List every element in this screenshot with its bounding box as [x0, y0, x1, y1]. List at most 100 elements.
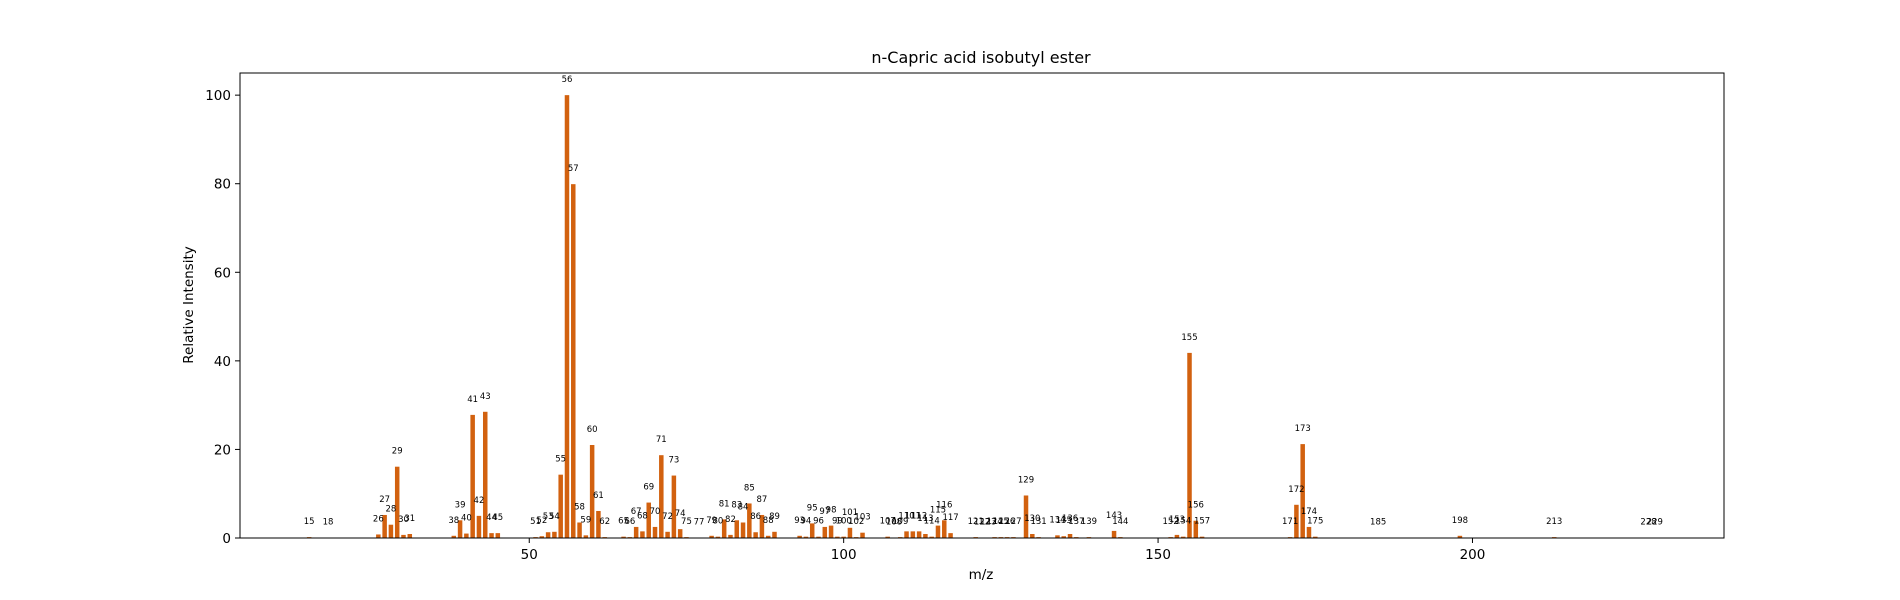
bar-mz-93	[797, 535, 802, 538]
bar-label-mz-43: 43	[480, 392, 491, 402]
x-tick-label-150: 150	[1145, 547, 1171, 563]
plot-area-frame	[239, 72, 1725, 539]
bar-mz-134	[1055, 535, 1060, 538]
bar-label-mz-80: 80	[712, 517, 723, 527]
bar-mz-175	[1313, 536, 1318, 538]
bar-label-mz-59: 59	[580, 515, 591, 525]
bar-mz-82	[728, 534, 733, 538]
bar-mz-43	[482, 411, 488, 538]
bar-mz-39	[457, 520, 463, 538]
bar-label-mz-88: 88	[763, 516, 774, 526]
bar-label-mz-95: 95	[807, 503, 818, 513]
bar-label-mz-27: 27	[379, 495, 390, 505]
bar-label-mz-172: 172	[1288, 485, 1304, 495]
bar-mz-84	[740, 522, 746, 538]
bar-label-mz-228: 228	[1640, 518, 1656, 528]
bar-label-mz-79: 79	[706, 516, 717, 526]
x-tick-label-100: 100	[831, 547, 857, 563]
bar-label-mz-75: 75	[681, 517, 692, 527]
bar-label-mz-82: 82	[725, 515, 736, 525]
bar-label-mz-56: 56	[562, 75, 573, 85]
bar-mz-113	[923, 534, 928, 538]
bar-label-mz-73: 73	[668, 456, 679, 466]
bar-label-mz-116: 116	[936, 500, 952, 510]
bar-label-mz-198: 198	[1452, 516, 1468, 526]
bar-label-mz-28: 28	[386, 505, 397, 515]
bar-mz-153	[1174, 534, 1180, 538]
bar-label-mz-68: 68	[637, 511, 648, 521]
bar-mz-71	[659, 455, 664, 538]
bar-label-mz-54: 54	[549, 512, 560, 522]
bar-label-mz-40: 40	[461, 514, 472, 524]
bar-label-mz-61: 61	[593, 491, 604, 501]
bar-label-mz-67: 67	[631, 507, 642, 517]
bar-label-mz-117: 117	[942, 513, 958, 523]
bar-label-mz-213: 213	[1546, 517, 1562, 527]
bar-mz-110	[904, 531, 909, 538]
bar-label-mz-87: 87	[757, 495, 768, 505]
bar-label-mz-229: 229	[1647, 518, 1663, 528]
bar-mz-70	[652, 526, 658, 538]
bar-mz-60	[589, 445, 595, 538]
bar-label-mz-84: 84	[738, 503, 749, 513]
bar-label-mz-121: 121	[968, 517, 984, 527]
bar-label-mz-85: 85	[744, 483, 755, 493]
bar-mz-112	[916, 531, 922, 538]
bar-mz-114	[929, 536, 934, 538]
bar-mz-59	[583, 535, 589, 538]
bar-label-mz-60: 60	[587, 425, 598, 435]
bar-mz-174	[1306, 526, 1312, 538]
bar-label-mz-155: 155	[1181, 333, 1197, 343]
bar-label-mz-74: 74	[675, 509, 686, 519]
bar-mz-52	[539, 536, 545, 538]
y-tick-label-40: 40	[214, 354, 231, 370]
bar-label-mz-29: 29	[392, 447, 403, 457]
bar-mz-67	[633, 526, 639, 538]
bar-mz-87	[759, 514, 765, 538]
bar-mz-79	[709, 535, 714, 538]
bar-mz-74	[677, 529, 683, 538]
bar-mz-73	[671, 475, 677, 538]
bar-label-mz-52: 52	[536, 516, 547, 526]
bar-label-mz-125: 125	[993, 517, 1009, 527]
bar-mz-29	[394, 466, 400, 538]
bar-label-mz-135: 135	[1056, 516, 1072, 526]
bar-label-mz-18: 18	[323, 518, 334, 528]
bar-mz-69	[646, 502, 651, 538]
bar-label-mz-99: 99	[832, 517, 843, 527]
bar-label-mz-98: 98	[826, 506, 837, 516]
bar-mz-116	[942, 520, 947, 538]
bar-label-mz-154: 154	[1175, 517, 1191, 527]
y-axis-ticks: 0 20 40 60 80 100	[205, 88, 240, 547]
bar-mz-81	[721, 519, 727, 538]
bar-label-mz-26: 26	[373, 514, 384, 524]
bar-label-mz-122: 122	[974, 518, 990, 528]
bar-label-mz-103: 103	[854, 513, 870, 523]
bar-label-mz-139: 139	[1081, 517, 1097, 527]
bar-mz-58	[577, 522, 582, 538]
bar-mz-143	[1111, 530, 1117, 538]
bar-label-mz-39: 39	[455, 500, 466, 510]
bar-label-mz-126: 126	[999, 517, 1015, 527]
bar-label-mz-185: 185	[1370, 518, 1386, 528]
bar-mz-157	[1199, 536, 1205, 538]
y-tick-label-80: 80	[214, 177, 231, 193]
bar-label-mz-137: 137	[1068, 517, 1084, 527]
bar-mz-68	[640, 531, 645, 538]
bar-mz-28	[388, 524, 394, 538]
bar-label-mz-114: 114	[924, 517, 940, 527]
bar-label-mz-72: 72	[662, 512, 673, 522]
bar-mz-107	[885, 536, 890, 538]
bar-mz-72	[665, 531, 670, 538]
x-tick-label-200: 200	[1460, 547, 1486, 563]
bar-mz-129	[1023, 495, 1029, 538]
bar-mz-83	[734, 520, 740, 538]
bar-label-mz-152: 152	[1163, 517, 1179, 527]
bar-label-mz-143: 143	[1106, 511, 1122, 521]
bar-label-mz-42: 42	[474, 496, 485, 506]
bar-label-mz-112: 112	[911, 511, 927, 521]
bar-label-mz-66: 66	[624, 517, 635, 527]
bar-label-mz-101: 101	[842, 508, 858, 518]
